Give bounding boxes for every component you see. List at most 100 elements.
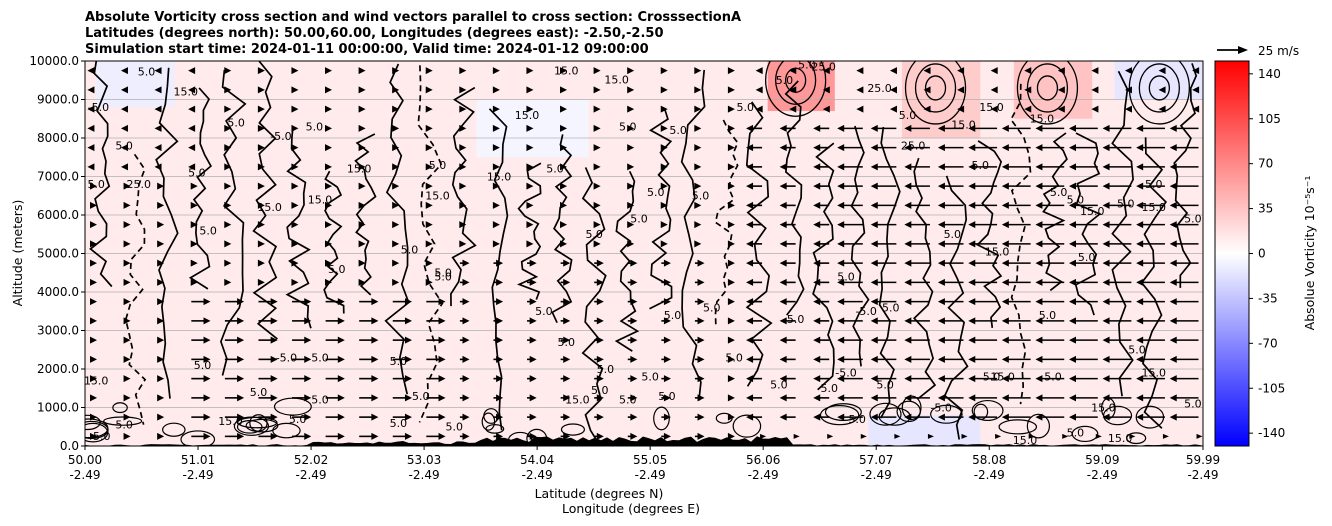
contour-line bbox=[188, 87, 212, 290]
contour-line bbox=[516, 162, 542, 300]
wind-vector bbox=[870, 317, 897, 325]
wind-vector bbox=[813, 394, 830, 402]
wind-vector bbox=[1069, 182, 1098, 190]
wind-arrowhead-icon bbox=[1102, 413, 1110, 421]
wind-vector bbox=[660, 124, 668, 132]
contour-loop bbox=[1148, 75, 1171, 101]
wind-vector bbox=[1001, 124, 1031, 132]
wind-arrowhead-icon bbox=[727, 163, 735, 171]
wind-arrowhead-icon bbox=[837, 375, 845, 383]
terrain-area bbox=[85, 436, 1203, 446]
wind-arrowhead-icon bbox=[257, 144, 265, 152]
wind-vector bbox=[188, 163, 196, 171]
wind-vector bbox=[593, 163, 601, 171]
wind-arrowhead-icon bbox=[694, 86, 702, 94]
wind-arrowhead-icon bbox=[459, 182, 467, 190]
wind-vector bbox=[779, 124, 796, 132]
wind-vector bbox=[157, 432, 165, 440]
contour-label: 5.0 bbox=[1078, 251, 1096, 264]
wind-vector bbox=[593, 182, 601, 190]
wind-vector bbox=[1035, 298, 1065, 306]
wind-arrowhead-icon bbox=[120, 105, 128, 113]
wind-vector bbox=[560, 278, 571, 286]
wind-arrowhead-icon bbox=[663, 298, 671, 306]
wind-vector bbox=[594, 413, 604, 421]
wind-arrowhead-icon bbox=[1136, 375, 1144, 383]
contour-loop bbox=[1026, 63, 1069, 113]
wind-vector bbox=[746, 298, 763, 306]
wind-arrowhead-icon bbox=[325, 278, 333, 286]
wind-vector bbox=[746, 144, 763, 152]
wind-arrowhead-icon bbox=[529, 336, 537, 344]
wind-arrowhead-icon bbox=[358, 259, 366, 267]
contour-label: 5.0 bbox=[199, 224, 217, 237]
wind-vector bbox=[1001, 355, 1031, 363]
wind-arrowhead-icon bbox=[291, 144, 299, 152]
wind-arrowhead-icon bbox=[392, 259, 400, 267]
wind-arrowhead-icon bbox=[325, 201, 333, 209]
wind-arrowhead-icon bbox=[837, 144, 845, 152]
wind-arrowhead-icon bbox=[459, 67, 467, 75]
wind-vector bbox=[89, 432, 97, 440]
wind-vector bbox=[89, 394, 97, 402]
wind-arrowhead-icon bbox=[660, 124, 668, 132]
contour-label: 5.0 bbox=[1044, 371, 1062, 384]
wind-arrowhead-icon bbox=[1028, 433, 1035, 439]
wind-vector bbox=[291, 201, 299, 209]
wind-vector bbox=[526, 86, 534, 94]
wind-vector bbox=[1091, 105, 1099, 113]
wind-arrowhead-icon bbox=[462, 432, 470, 440]
wind-vector bbox=[459, 298, 470, 306]
wind-arrowhead-icon bbox=[425, 182, 433, 190]
wind-vector bbox=[1035, 355, 1065, 363]
colorbar-gradient bbox=[1214, 60, 1250, 447]
wind-arrowhead-icon bbox=[968, 259, 976, 267]
contour-line bbox=[1111, 70, 1134, 397]
wind-vector bbox=[594, 259, 604, 267]
wind-vector bbox=[358, 278, 366, 286]
wind-vector bbox=[1024, 105, 1032, 113]
wind-arrowhead-icon bbox=[492, 182, 500, 190]
wind-vector bbox=[661, 259, 671, 267]
colorbar-tick-label: 0 bbox=[1258, 247, 1266, 261]
wind-arrowhead-icon bbox=[1069, 317, 1077, 325]
wind-arrowhead-icon bbox=[459, 105, 467, 113]
wind-vector bbox=[493, 355, 504, 363]
wind-arrowhead-icon bbox=[560, 67, 568, 75]
wind-vector bbox=[292, 298, 312, 306]
wind-arrowhead-icon bbox=[358, 144, 366, 152]
wind-arrowhead-icon bbox=[190, 259, 198, 267]
wind-arrowhead-icon bbox=[746, 182, 754, 190]
wind-arrowhead-icon bbox=[870, 413, 878, 421]
contour-line bbox=[252, 61, 278, 340]
wind-arrowhead-icon bbox=[660, 105, 668, 113]
contour-label: 15.0 bbox=[1013, 434, 1038, 447]
wind-vector bbox=[87, 86, 95, 94]
wind-arrowhead-icon bbox=[746, 336, 754, 344]
wind-arrowhead-icon bbox=[630, 355, 638, 363]
wind-vector bbox=[660, 182, 668, 190]
wind-arrowhead-icon bbox=[337, 394, 345, 402]
wind-arrowhead-icon bbox=[304, 355, 312, 363]
wind-arrowhead-icon bbox=[358, 105, 366, 113]
wind-arrowhead-icon bbox=[1136, 124, 1144, 132]
wind-vector bbox=[1136, 144, 1165, 152]
wind-arrowhead-icon bbox=[727, 336, 735, 344]
wind-vector bbox=[937, 413, 964, 421]
wind-vector bbox=[426, 432, 446, 440]
contour-loop bbox=[824, 403, 862, 421]
wind-vector bbox=[1028, 433, 1035, 439]
wind-vector bbox=[560, 105, 568, 113]
wind-vector bbox=[937, 201, 964, 209]
wind-arrowhead-icon bbox=[371, 336, 379, 344]
wind-arrowhead-icon bbox=[89, 317, 97, 325]
wind-arrowhead-icon bbox=[257, 240, 265, 248]
wind-arrowhead-icon bbox=[1169, 336, 1177, 344]
wind-arrowhead-icon bbox=[596, 355, 604, 363]
wind-vector bbox=[904, 144, 930, 152]
wind-arrowhead-icon bbox=[203, 317, 211, 325]
contour-loop bbox=[971, 399, 1004, 422]
wind-arrowhead-icon bbox=[889, 86, 897, 94]
wind-vector bbox=[157, 182, 165, 190]
contour-loop bbox=[764, 61, 827, 117]
